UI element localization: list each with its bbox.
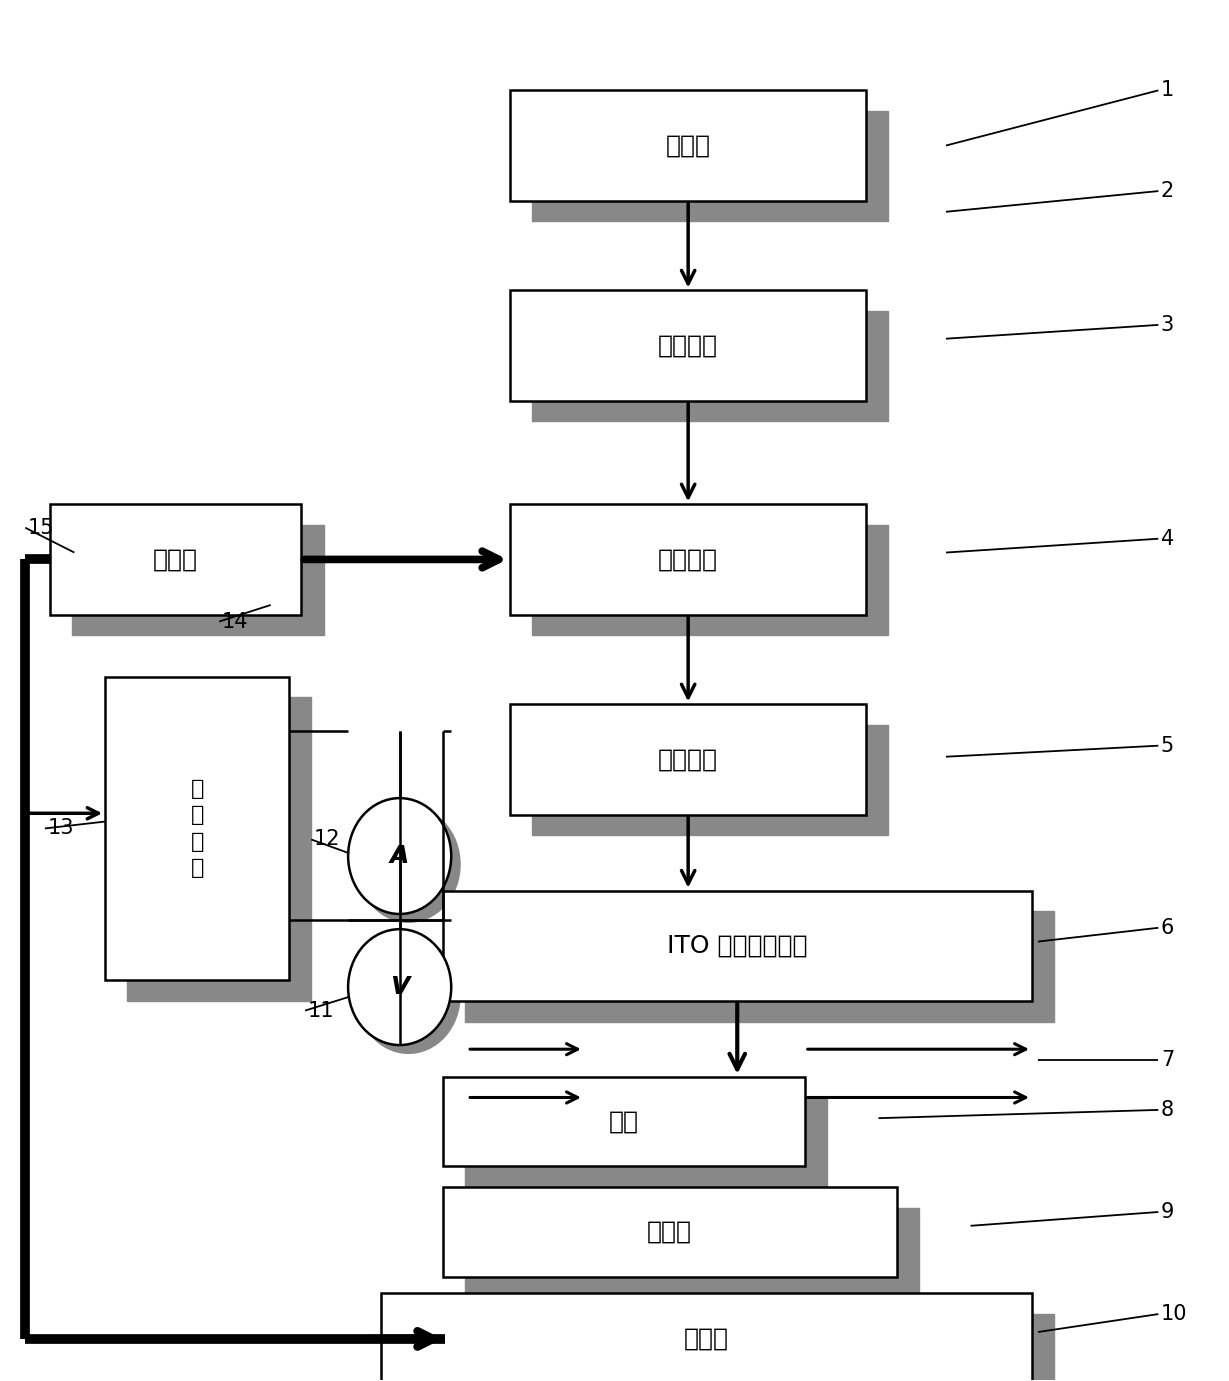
- Bar: [442, 891, 1032, 1001]
- Bar: [465, 911, 1054, 1022]
- Bar: [127, 697, 311, 1001]
- Bar: [442, 1188, 897, 1277]
- Text: A: A: [390, 844, 409, 869]
- Text: 11: 11: [307, 1001, 334, 1021]
- Text: 聚焦系统: 聚焦系统: [659, 747, 718, 772]
- Bar: [510, 290, 866, 400]
- Text: V: V: [390, 975, 409, 998]
- Bar: [532, 311, 889, 421]
- Bar: [465, 1208, 919, 1298]
- Text: 计算机: 计算机: [154, 547, 198, 572]
- Bar: [50, 504, 301, 615]
- Bar: [510, 90, 866, 200]
- Bar: [71, 525, 323, 635]
- Text: 扩束系统: 扩束系统: [659, 334, 718, 358]
- Text: 2: 2: [1160, 181, 1174, 202]
- Text: 工作台: 工作台: [685, 1326, 729, 1351]
- Text: 4: 4: [1160, 529, 1174, 548]
- Bar: [403, 1315, 1054, 1381]
- Bar: [465, 1098, 827, 1188]
- Text: 12: 12: [313, 830, 340, 849]
- Text: 14: 14: [221, 612, 248, 631]
- Text: 10: 10: [1160, 1304, 1187, 1324]
- Bar: [532, 110, 889, 221]
- Text: 5: 5: [1160, 736, 1174, 755]
- Bar: [104, 677, 289, 981]
- Text: 8: 8: [1160, 1099, 1174, 1120]
- Text: 工件: 工件: [608, 1109, 639, 1134]
- Text: 6: 6: [1160, 918, 1174, 938]
- Text: 液晶掩模: 液晶掩模: [659, 547, 718, 572]
- Bar: [510, 704, 866, 815]
- Text: 7: 7: [1160, 1050, 1174, 1070]
- Text: 3: 3: [1160, 315, 1174, 336]
- Text: 9: 9: [1160, 1201, 1174, 1222]
- Text: 13: 13: [48, 819, 74, 838]
- Bar: [381, 1294, 1032, 1381]
- Text: 激光器: 激光器: [666, 134, 710, 157]
- Text: －
电
源
＋: － 电 源 ＋: [190, 779, 204, 878]
- Bar: [442, 1077, 805, 1167]
- Text: 1: 1: [1160, 80, 1174, 101]
- Bar: [532, 725, 889, 836]
- Circle shape: [356, 938, 460, 1054]
- Circle shape: [348, 929, 451, 1045]
- Text: 15: 15: [28, 518, 54, 537]
- Text: 加工腔: 加工腔: [648, 1219, 692, 1244]
- Circle shape: [348, 798, 451, 914]
- Bar: [510, 504, 866, 615]
- Bar: [532, 525, 889, 635]
- Circle shape: [356, 807, 460, 923]
- Text: ITO 导电玻璃电极: ITO 导电玻璃电极: [667, 934, 807, 958]
